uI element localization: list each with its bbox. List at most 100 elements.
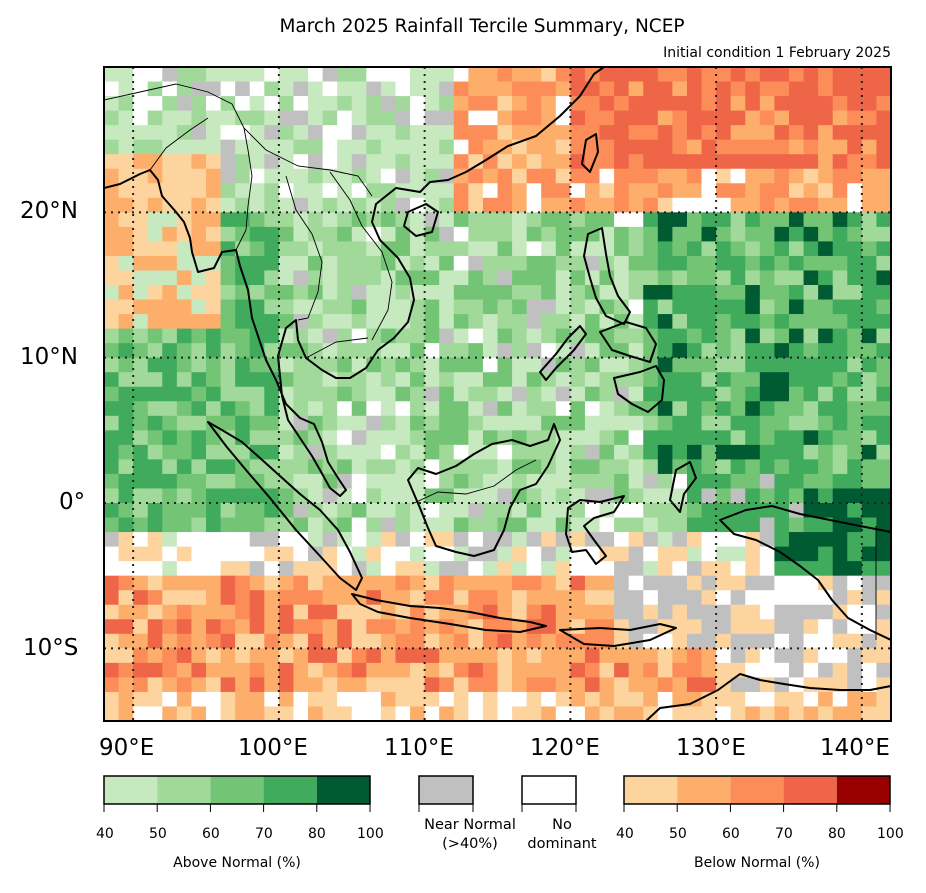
grid-cell — [337, 677, 353, 693]
grid-cell — [191, 706, 207, 721]
grid-cell — [686, 590, 702, 606]
grid-cell — [584, 67, 600, 82]
grid-cell — [672, 314, 688, 329]
grid-cell — [424, 706, 440, 721]
grid-cell — [672, 372, 688, 388]
grid-cell — [351, 473, 367, 489]
grid-cell — [716, 139, 732, 155]
grid-cell — [759, 139, 775, 155]
grid-cell — [759, 444, 775, 460]
grid-cell — [220, 197, 236, 213]
grid-cell — [293, 604, 309, 620]
grid-cell — [118, 590, 134, 606]
grid-cell — [162, 648, 178, 664]
grid-cell — [643, 415, 659, 431]
grid-cell — [716, 168, 732, 184]
grid-cell — [672, 473, 688, 489]
grid-cell — [147, 517, 163, 533]
grid-cell — [235, 285, 251, 300]
grid-cell — [759, 561, 775, 577]
grid-cell — [278, 343, 294, 359]
grid-cell — [818, 561, 834, 577]
grid-cell — [759, 706, 775, 721]
grid-cell — [147, 255, 163, 271]
grid-cell — [235, 691, 251, 707]
grid-cell — [249, 662, 265, 678]
grid-cell — [380, 648, 396, 664]
grid-cell — [337, 110, 353, 126]
grid-cell — [133, 706, 149, 721]
grid-cell — [686, 517, 702, 533]
grid-cell — [439, 401, 455, 417]
grid-cell — [482, 67, 498, 82]
grid-cell — [599, 677, 615, 693]
grid-cell — [482, 706, 498, 721]
grid-cell — [672, 633, 688, 649]
grid-cell — [482, 285, 498, 300]
grid-cell — [672, 444, 688, 460]
grid-cell — [439, 386, 455, 402]
grid-cell — [118, 401, 134, 417]
grid-cell — [497, 386, 513, 402]
grid-cell — [818, 619, 834, 635]
grid-cell — [162, 110, 178, 126]
grid-cell — [206, 212, 221, 228]
grid-cell — [439, 430, 455, 446]
grid-cell — [832, 604, 848, 620]
grid-cell — [701, 488, 717, 504]
grid-cell — [366, 546, 382, 562]
grid-cell — [278, 633, 294, 649]
grid-cell — [686, 197, 702, 213]
grid-cell — [249, 575, 265, 591]
grid-cell — [264, 386, 280, 402]
grid-cell — [730, 154, 746, 170]
grid-cell — [482, 328, 498, 344]
grid-cell — [439, 285, 455, 300]
grid-cell — [686, 96, 702, 111]
grid-cell — [774, 96, 790, 111]
grid-cell — [410, 532, 426, 547]
grid-cell — [264, 125, 280, 141]
grid-cell — [439, 81, 455, 97]
near-normal-label: Near Normal (>40%) — [412, 816, 528, 854]
grid-cell — [555, 590, 571, 606]
grid-cell — [351, 430, 367, 446]
grid-cell — [380, 212, 396, 228]
grid-cell — [424, 503, 440, 518]
grid-cell — [861, 299, 877, 315]
grid-cell — [133, 386, 149, 402]
grid-cell — [512, 386, 528, 402]
grid-cell — [614, 503, 630, 518]
grid-cell — [599, 357, 615, 373]
grid-cell — [818, 183, 834, 199]
grid-cell — [716, 110, 732, 126]
grid-cell — [818, 648, 834, 664]
grid-cell — [657, 67, 673, 82]
grid-cell — [657, 590, 673, 606]
grid-cell — [118, 139, 134, 155]
grid-cell — [235, 183, 251, 199]
grid-cell — [497, 154, 513, 170]
grid-cell — [410, 546, 426, 562]
grid-cell — [147, 503, 163, 518]
grid-cell — [235, 473, 251, 489]
grid-cell — [235, 67, 251, 82]
grid-cell — [570, 590, 586, 606]
grid-cell — [118, 81, 134, 97]
grid-cell — [614, 328, 630, 344]
grid-cell — [643, 604, 659, 620]
grid-cell — [686, 212, 702, 228]
grid-cell — [278, 357, 294, 373]
grid-cell — [308, 517, 324, 533]
grid-cell — [847, 575, 863, 591]
grid-cell — [847, 503, 863, 518]
grid-cell — [818, 226, 834, 242]
grid-cell — [497, 314, 513, 329]
grid-cell — [337, 590, 353, 606]
grid-cell — [468, 343, 484, 359]
grid-cell — [322, 575, 338, 591]
grid-cell — [716, 67, 732, 82]
grid-cell — [832, 532, 848, 547]
grid-cell — [861, 488, 877, 504]
grid-cell — [745, 415, 761, 431]
